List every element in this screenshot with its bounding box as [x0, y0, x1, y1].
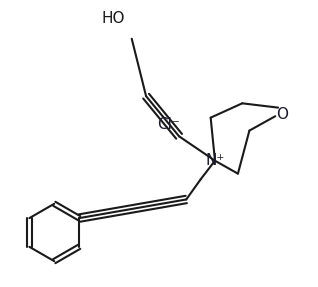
Text: HO: HO: [101, 11, 125, 26]
Text: O: O: [276, 107, 288, 122]
Text: Cl⁻: Cl⁻: [158, 117, 181, 132]
Text: N⁺: N⁺: [205, 153, 225, 168]
